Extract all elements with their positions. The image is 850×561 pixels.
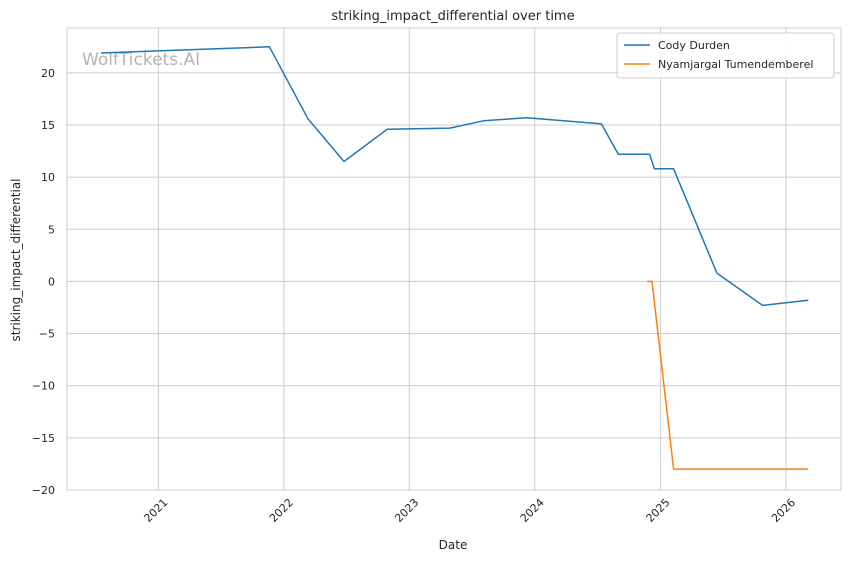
x-tick-label-2023: 2023 — [392, 496, 421, 525]
legend-box — [616, 32, 835, 79]
x-axis-label: Date — [439, 538, 468, 552]
x-axis-ticks: 2021 2022 2023 2024 2025 2026 — [141, 496, 798, 525]
y-tick-label-10: 10 — [41, 171, 55, 184]
series-layer — [100, 46, 809, 470]
series-line-nyamjargal-tumendemberel — [647, 280, 809, 470]
y-tick-label-20: −20 — [32, 484, 55, 497]
y-tick-label-5: 5 — [48, 223, 55, 236]
y-tick-label-20: 20 — [41, 67, 55, 80]
series-line-cody-durden — [100, 46, 809, 307]
grid-lines — [67, 28, 841, 491]
chart-title: striking_impact_differential over time — [331, 9, 574, 24]
x-tick-label-2026: 2026 — [769, 496, 798, 525]
y-tick-label-15: −15 — [32, 432, 55, 445]
legend-label-nyamjargal-tumendemberel: Nyamjargal Tumendemberel — [658, 58, 813, 71]
x-tick-label-2025: 2025 — [644, 496, 673, 525]
y-tick-label-5: −5 — [39, 328, 55, 341]
y-axis-ticks: 20 15 10 5 0 −5 −10 −15 −20 — [32, 67, 55, 497]
x-tick-label-2022: 2022 — [267, 496, 296, 525]
x-tick-label-2021: 2021 — [141, 496, 170, 525]
y-tick-label-0: 0 — [48, 275, 55, 288]
y-tick-label-10: −10 — [32, 380, 55, 393]
y-axis-label: striking_impact_differential — [9, 178, 23, 341]
y-tick-label-15: 15 — [41, 119, 55, 132]
plot-area-frame — [66, 27, 842, 491]
watermark-text: WolfTickets.AI — [82, 50, 200, 70]
x-tick-label-2024: 2024 — [518, 496, 547, 525]
legend-label-cody-durden: Cody Durden — [658, 39, 730, 52]
legend: Cody Durden Nyamjargal Tumendemberel — [616, 32, 835, 79]
